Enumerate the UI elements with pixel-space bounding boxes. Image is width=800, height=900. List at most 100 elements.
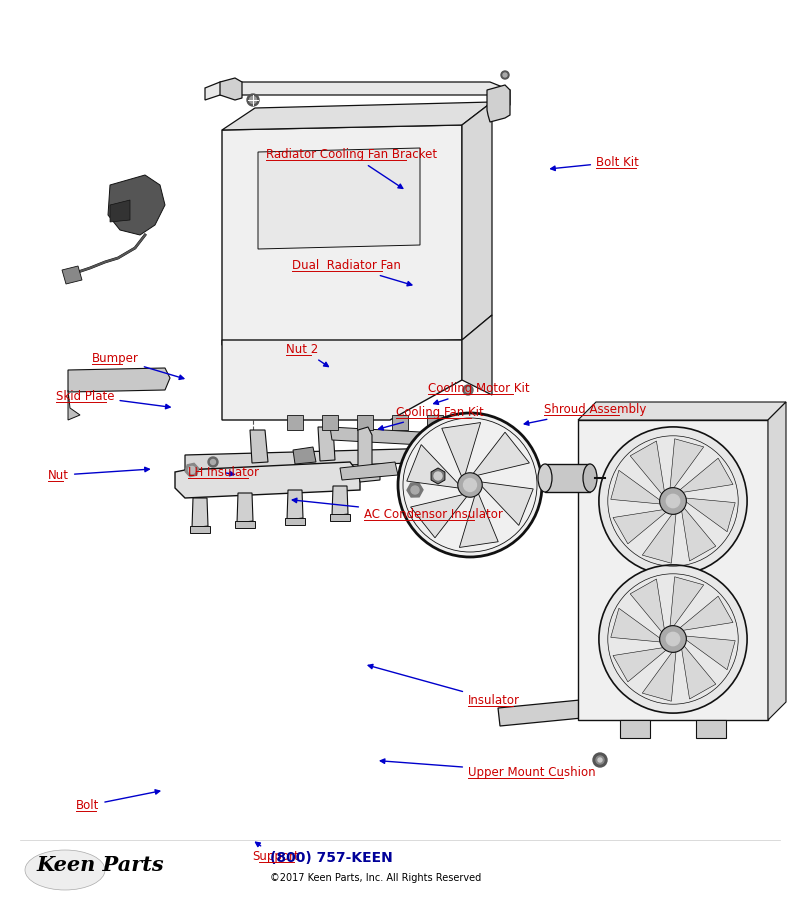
Circle shape bbox=[466, 388, 470, 392]
Polygon shape bbox=[287, 490, 303, 520]
Polygon shape bbox=[410, 494, 467, 538]
Polygon shape bbox=[340, 462, 398, 480]
Polygon shape bbox=[392, 415, 408, 430]
Polygon shape bbox=[473, 432, 530, 475]
Circle shape bbox=[593, 753, 607, 767]
Polygon shape bbox=[610, 608, 660, 642]
Polygon shape bbox=[108, 175, 165, 235]
Polygon shape bbox=[330, 427, 422, 445]
Polygon shape bbox=[680, 596, 733, 630]
Text: Support: Support bbox=[253, 842, 299, 863]
Text: Bolt Kit: Bolt Kit bbox=[550, 156, 639, 170]
Text: (800) 757-KEEN: (800) 757-KEEN bbox=[270, 851, 393, 865]
Polygon shape bbox=[459, 493, 498, 547]
Circle shape bbox=[208, 457, 218, 467]
Polygon shape bbox=[682, 508, 716, 561]
Circle shape bbox=[666, 494, 680, 508]
Circle shape bbox=[247, 94, 259, 106]
Ellipse shape bbox=[583, 464, 597, 492]
Polygon shape bbox=[686, 636, 735, 670]
Circle shape bbox=[210, 460, 215, 464]
Polygon shape bbox=[235, 521, 255, 528]
Text: Insulator: Insulator bbox=[368, 664, 520, 707]
Polygon shape bbox=[358, 427, 380, 482]
Polygon shape bbox=[613, 509, 666, 544]
Polygon shape bbox=[190, 526, 210, 533]
Polygon shape bbox=[110, 200, 130, 222]
Polygon shape bbox=[293, 447, 316, 464]
Polygon shape bbox=[670, 439, 704, 488]
Text: Keen Parts: Keen Parts bbox=[36, 855, 164, 875]
Circle shape bbox=[463, 479, 477, 491]
Polygon shape bbox=[322, 415, 338, 430]
Polygon shape bbox=[487, 85, 510, 122]
Polygon shape bbox=[768, 402, 786, 720]
Polygon shape bbox=[220, 78, 242, 100]
Circle shape bbox=[666, 633, 680, 645]
Circle shape bbox=[599, 427, 747, 575]
Polygon shape bbox=[258, 148, 420, 249]
Polygon shape bbox=[610, 471, 660, 504]
Polygon shape bbox=[462, 102, 492, 340]
Polygon shape bbox=[630, 441, 664, 494]
Text: Shroud Assembly: Shroud Assembly bbox=[524, 403, 646, 425]
Polygon shape bbox=[578, 402, 786, 420]
Polygon shape bbox=[318, 427, 335, 461]
Polygon shape bbox=[696, 720, 726, 738]
Polygon shape bbox=[205, 82, 510, 110]
Ellipse shape bbox=[538, 464, 552, 492]
Text: Nut: Nut bbox=[48, 467, 150, 482]
Circle shape bbox=[398, 413, 542, 557]
Polygon shape bbox=[357, 415, 373, 430]
Polygon shape bbox=[630, 579, 664, 632]
Polygon shape bbox=[680, 458, 733, 492]
Text: LH Insulator: LH Insulator bbox=[188, 466, 259, 479]
Text: Upper Mount Cushion: Upper Mount Cushion bbox=[380, 759, 596, 778]
Text: Nut 2: Nut 2 bbox=[286, 343, 329, 366]
Polygon shape bbox=[613, 648, 666, 682]
Polygon shape bbox=[682, 646, 716, 699]
Polygon shape bbox=[427, 415, 443, 430]
Polygon shape bbox=[498, 700, 582, 726]
Text: Cooling Motor Kit: Cooling Motor Kit bbox=[428, 382, 530, 404]
Polygon shape bbox=[175, 462, 360, 498]
Polygon shape bbox=[442, 422, 481, 477]
Text: Bolt: Bolt bbox=[76, 789, 160, 812]
Text: Skid Plate: Skid Plate bbox=[56, 390, 170, 409]
Polygon shape bbox=[620, 720, 650, 738]
Polygon shape bbox=[185, 448, 445, 470]
Polygon shape bbox=[222, 340, 462, 420]
Polygon shape bbox=[332, 486, 348, 516]
Polygon shape bbox=[222, 102, 492, 130]
Circle shape bbox=[501, 71, 509, 79]
Polygon shape bbox=[686, 498, 735, 532]
Polygon shape bbox=[287, 415, 303, 430]
Polygon shape bbox=[462, 315, 492, 395]
Circle shape bbox=[503, 73, 507, 77]
Text: Cooling Fan Kit: Cooling Fan Kit bbox=[378, 406, 484, 430]
Text: Radiator Cooling Fan Bracket: Radiator Cooling Fan Bracket bbox=[266, 148, 438, 188]
Circle shape bbox=[596, 756, 604, 764]
Circle shape bbox=[434, 472, 442, 480]
Polygon shape bbox=[642, 514, 676, 563]
Ellipse shape bbox=[25, 850, 105, 890]
Circle shape bbox=[411, 486, 419, 494]
Polygon shape bbox=[62, 266, 82, 284]
Polygon shape bbox=[68, 368, 170, 392]
Polygon shape bbox=[222, 125, 462, 345]
Polygon shape bbox=[68, 390, 80, 420]
Text: AC Condensor Insulator: AC Condensor Insulator bbox=[292, 499, 503, 521]
Polygon shape bbox=[578, 420, 768, 720]
Circle shape bbox=[599, 565, 747, 713]
Circle shape bbox=[660, 626, 686, 652]
Polygon shape bbox=[642, 652, 676, 701]
Text: Dual  Radiator Fan: Dual Radiator Fan bbox=[292, 259, 412, 286]
Polygon shape bbox=[285, 518, 305, 525]
Polygon shape bbox=[545, 464, 590, 492]
Polygon shape bbox=[192, 498, 208, 528]
Polygon shape bbox=[330, 514, 350, 521]
Polygon shape bbox=[237, 493, 253, 523]
Polygon shape bbox=[406, 445, 459, 488]
Text: Bumper: Bumper bbox=[92, 352, 184, 380]
Polygon shape bbox=[670, 577, 704, 626]
